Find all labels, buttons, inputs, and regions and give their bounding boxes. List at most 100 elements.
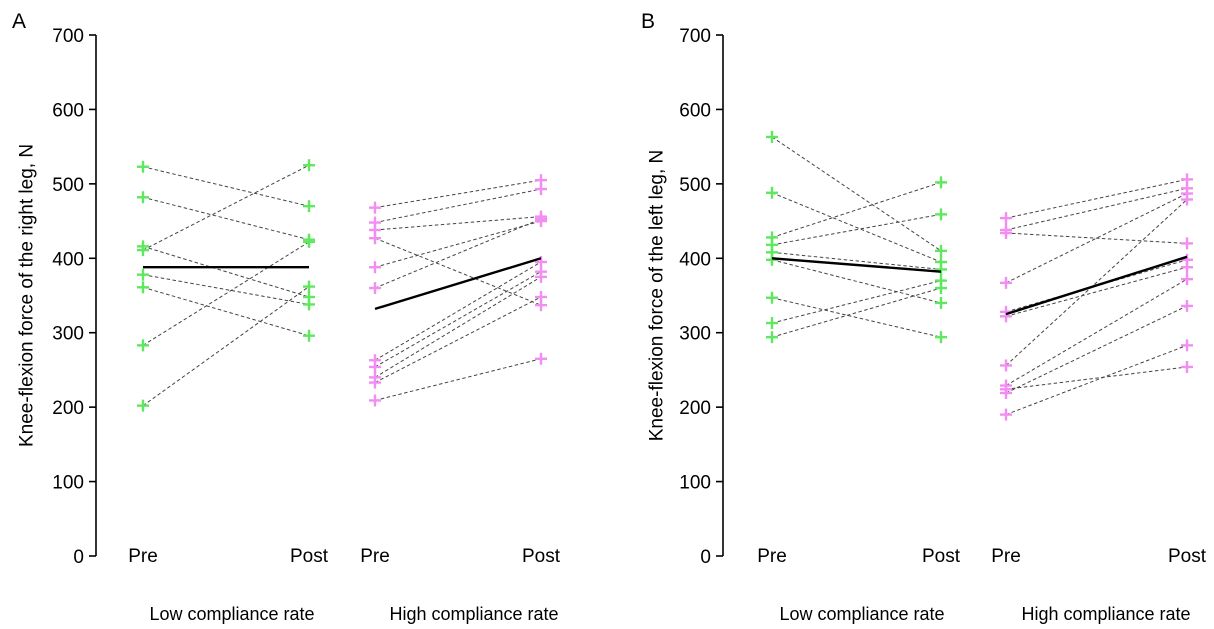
data-point xyxy=(766,130,778,143)
data-point xyxy=(303,298,315,311)
subject-line xyxy=(1005,305,1188,394)
y-tick-label: 200 xyxy=(52,398,84,419)
data-point xyxy=(935,331,947,344)
data-point xyxy=(137,191,149,204)
data-point xyxy=(369,394,381,407)
panel-b: B 0 100 200 300 400 500 600 700 Knee-flexion forc… xyxy=(641,10,1207,624)
y-tick-label: 700 xyxy=(679,26,711,47)
panel-a: A 0 100 200 300 400 500 600 700 Knee-flexion forc… xyxy=(12,10,561,624)
data-point xyxy=(535,212,547,225)
y-tick-label: 500 xyxy=(679,175,711,196)
data-point xyxy=(535,290,547,303)
subject-line xyxy=(1005,366,1188,390)
data-point xyxy=(137,339,149,352)
group-low-compliance: Low compliance rate xyxy=(766,130,947,624)
x-condition-label: Post xyxy=(922,546,961,567)
group-label: Low compliance rate xyxy=(149,604,314,624)
data-point xyxy=(303,329,315,342)
panel-letter: A xyxy=(12,10,26,33)
y-tick-label: 200 xyxy=(679,398,711,419)
subject-line xyxy=(1005,266,1188,317)
data-point xyxy=(369,201,381,214)
group-high-compliance: High compliance rate xyxy=(1000,173,1193,624)
subject-line xyxy=(374,296,542,384)
data-point xyxy=(1181,237,1193,250)
y-tick-label: 600 xyxy=(679,100,711,121)
subject-line xyxy=(1005,193,1188,284)
data-point xyxy=(766,317,778,330)
y-axis-label: Knee-flexion force of the right leg, N xyxy=(17,144,38,447)
data-point xyxy=(369,282,381,295)
data-point xyxy=(303,235,315,248)
data-point xyxy=(535,352,547,365)
x-condition-label: Pre xyxy=(360,546,390,567)
data-point xyxy=(935,244,947,257)
data-point xyxy=(1000,226,1012,239)
x-condition-label: Pre xyxy=(128,546,158,567)
y-tick-label: 0 xyxy=(73,547,84,568)
data-point xyxy=(137,268,149,281)
data-point xyxy=(1181,299,1193,312)
data-point xyxy=(1000,408,1012,421)
subject-line xyxy=(771,259,942,304)
subject-line xyxy=(374,358,542,401)
subject-line xyxy=(142,274,310,305)
y-tick-label: 100 xyxy=(52,473,84,494)
data-point xyxy=(935,208,947,221)
data-point xyxy=(1000,383,1012,396)
data-point xyxy=(535,270,547,283)
data-point xyxy=(1000,310,1012,323)
subject-line xyxy=(374,261,542,361)
data-point xyxy=(369,360,381,373)
subject-line xyxy=(142,241,310,346)
subject-line xyxy=(771,287,942,338)
data-point xyxy=(303,200,315,213)
y-axis-label: Knee-flexion force of the left leg, N xyxy=(647,150,668,442)
data-point xyxy=(137,399,149,412)
subject-line xyxy=(374,276,542,378)
x-condition-label: Pre xyxy=(757,546,787,567)
subject-line xyxy=(771,251,942,270)
mean-line xyxy=(1005,255,1188,316)
data-point xyxy=(766,331,778,344)
subject-line xyxy=(374,179,542,209)
x-condition-label: Post xyxy=(1168,546,1207,567)
subject-line xyxy=(142,166,310,207)
data-point xyxy=(369,232,381,245)
subject-line xyxy=(374,237,542,306)
subject-line xyxy=(771,297,942,338)
subject-line xyxy=(1005,344,1188,416)
data-point xyxy=(369,261,381,274)
data-point xyxy=(1181,360,1193,373)
subject-line xyxy=(374,218,542,289)
group-high-compliance: High compliance rate xyxy=(369,174,559,624)
subject-line xyxy=(142,164,310,251)
y-tick-label: 600 xyxy=(52,100,84,121)
y-tick-label: 0 xyxy=(700,547,711,568)
data-point xyxy=(1000,212,1012,225)
mean-line xyxy=(374,257,542,311)
panel-letter: B xyxy=(641,10,655,33)
data-point xyxy=(535,183,547,196)
group-label: High compliance rate xyxy=(1021,604,1190,624)
subject-line xyxy=(142,286,310,407)
y-tick-label: 500 xyxy=(52,175,84,196)
subject-line xyxy=(142,196,310,241)
data-point xyxy=(766,186,778,199)
data-point xyxy=(369,376,381,389)
x-condition-label: Post xyxy=(522,546,561,567)
y-tick-label: 700 xyxy=(52,26,84,47)
subject-line xyxy=(771,280,942,324)
subject-line xyxy=(1005,187,1188,231)
data-point xyxy=(137,244,149,257)
subject-line xyxy=(1005,232,1188,244)
mean-line xyxy=(771,257,942,273)
data-point xyxy=(1181,193,1193,206)
subject-line xyxy=(1005,178,1188,219)
subject-line xyxy=(374,271,542,368)
data-point xyxy=(935,263,947,276)
group-label: Low compliance rate xyxy=(779,604,944,624)
subject-line xyxy=(1005,199,1188,366)
subject-line xyxy=(771,213,942,246)
